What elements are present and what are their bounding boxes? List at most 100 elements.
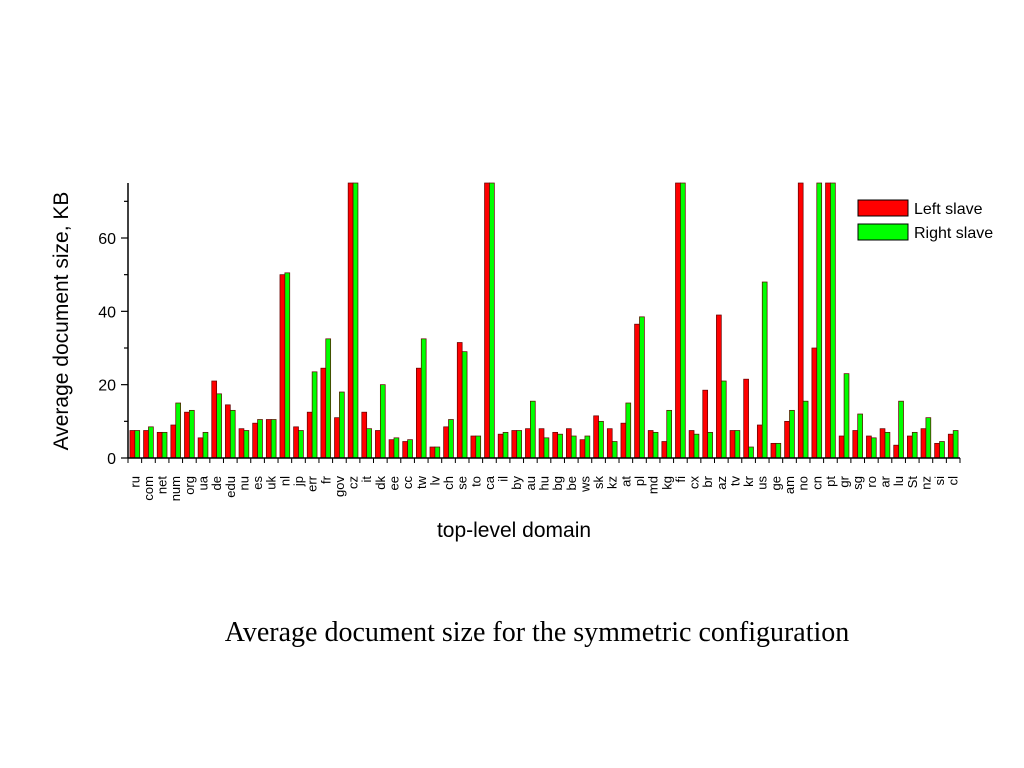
category-label-cl: cl [946,476,961,486]
bar-right-sk [598,420,604,459]
bar-right-nz [925,417,932,459]
bar-right-nu [243,430,250,459]
bar-right-no [802,400,809,459]
category-label-fr: fr [318,475,333,484]
bar-left-kg [661,441,668,459]
bar-right-gov [339,391,345,459]
bar-left-lv [429,446,436,459]
bar-right-cx [693,433,700,459]
bar-right-si [939,441,945,459]
category-label-to: to [468,476,483,487]
category-label-org: org [182,476,197,495]
bar-right-us [761,281,768,459]
category-label-ru: ru [127,476,142,488]
bar-left-cl [947,433,954,459]
bar-left-no [797,182,804,459]
category-label-cx: cx [687,476,702,490]
bar-right-br [707,431,713,459]
legend-swatch-left [857,199,909,217]
bar-right-pl [639,316,645,459]
bar-right-it [366,428,372,459]
slide-caption: Average document size for the symmetric … [224,617,850,648]
bar-right-ee [393,437,400,459]
bar-right-err [311,371,318,459]
category-label-md: md [646,476,661,494]
bar-left-ee [388,439,395,459]
category-label-fi: fi [673,476,688,483]
axes-group: 0 20 40 60 [98,183,961,468]
bar-left-us [756,424,763,459]
category-label-com: com [141,476,156,501]
bar-right-ua [202,431,209,459]
bar-left-edu [225,404,231,459]
bar-right-ca [489,182,495,459]
bar-left-by [511,430,518,459]
bar-right-ge [775,442,782,459]
category-label-nl: nl [277,476,292,486]
bar-right-au [530,400,536,459]
bar-left-md [647,430,654,459]
bar-left-nz [920,428,927,459]
bar-left-num [170,424,177,459]
bar-left-dk [375,430,381,459]
legend: Left slave Right slave [857,199,993,242]
category-label-bg: bg [550,476,565,490]
y-axis-title: Average document size, KB [50,192,73,451]
bar-left-cx [688,430,695,459]
bar-right-ru [134,430,141,459]
bar-left-uk [265,419,272,459]
bar-left-ge [770,442,777,459]
category-label-hu: hu [537,476,552,490]
bar-right-at [625,402,632,459]
bar-left-ca [484,182,490,459]
category-label-de: de [209,476,224,490]
category-label-il: il [496,476,511,482]
bar-right-tv [734,430,741,459]
category-label-it: it [359,476,374,483]
bar-left-at [620,422,627,459]
category-label-num: num [168,476,183,501]
category-label-pl: pl [632,476,647,486]
bar-right-jp [298,430,304,459]
category-label-se: se [455,476,470,490]
y-tick-label-60: 60 [98,231,116,248]
bar-right-sg [857,413,863,459]
bar-right-nl [284,272,291,459]
bar-right-de [216,393,222,459]
bar-right-fi [680,182,686,459]
bar-right-se [461,351,468,459]
category-label-sg: sg [850,476,865,490]
bar-left-sk [593,415,599,459]
bar-left-gr [838,435,845,459]
bar-left-bg [552,431,558,459]
category-label-au: au [523,476,538,490]
category-label-ws: ws [577,476,592,493]
bar-right-ch [448,419,454,459]
bar-right-cl [952,430,959,459]
category-label-ee: ee [386,476,401,490]
category-label-net: net [155,476,170,494]
bar-left-se [456,342,463,459]
bar-left-ar [879,428,886,459]
bar-left-nu [238,428,245,459]
bar-left-tv [729,430,736,459]
bar-left-be [566,428,572,459]
y-tick-label-40: 40 [98,304,116,321]
category-label-ca: ca [482,475,497,490]
category-label-es: es [250,476,265,490]
bar-left-err [306,411,313,459]
category-label-cz: cz [346,476,361,489]
category-label-at: at [618,476,633,487]
bar-left-cc [402,441,408,459]
bar-left-St [907,435,913,459]
bar-left-si [934,442,940,459]
bar-right-cn [816,182,823,459]
legend-label-left: Left slave [914,201,983,218]
bar-right-kr [748,446,754,459]
bar-right-pt [830,182,836,459]
category-label-tw: tw [414,475,429,489]
bar-right-il [502,431,509,459]
bar-left-il [497,433,504,459]
category-label-tv: tv [727,476,742,487]
